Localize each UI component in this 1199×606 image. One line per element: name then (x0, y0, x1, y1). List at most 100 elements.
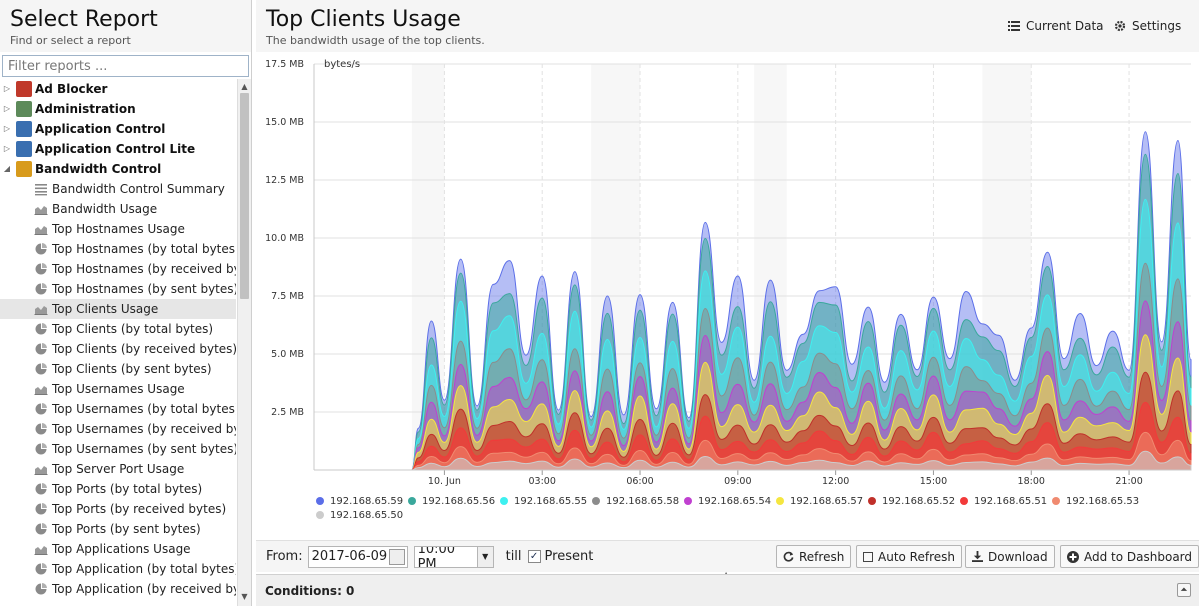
download-icon (972, 551, 983, 562)
from-date-field[interactable]: 2017-06-09 (307, 545, 408, 568)
report-item[interactable]: Top Ports (by sent bytes) (0, 519, 236, 539)
report-item-label: Top Application (by total bytes) (52, 562, 236, 576)
report-item-label: Top Clients (by received bytes) (52, 342, 236, 356)
report-subtitle: The bandwidth usage of the top clients. (266, 34, 485, 47)
filter-reports-input[interactable] (2, 55, 249, 77)
legend-dot-icon (316, 511, 324, 519)
legend-label: 192.168.65.51 (974, 495, 1048, 507)
collapsed-arrow-icon[interactable]: ▷ (3, 84, 11, 93)
legend-item[interactable]: 192.168.65.50 (316, 508, 408, 522)
report-item[interactable]: Top Clients Usage (0, 299, 236, 319)
report-item[interactable]: Top Clients (by received bytes) (0, 339, 236, 359)
legend-dot-icon (960, 497, 968, 505)
download-button[interactable]: Download (965, 545, 1055, 568)
report-tree-scrollbar[interactable]: ▲ ▼ (237, 79, 251, 606)
legend-dot-icon (500, 497, 508, 505)
category-row[interactable]: ▷ Application Control Lite (0, 139, 236, 159)
report-item[interactable]: Top Ports (by total bytes) (0, 479, 236, 499)
collapsed-arrow-icon[interactable]: ▷ (3, 144, 11, 153)
pie-chart-icon (35, 263, 47, 275)
report-item[interactable]: Top Application (by received bytes) (0, 579, 236, 599)
legend-item[interactable]: 192.168.65.57 (776, 494, 868, 508)
collapse-icon[interactable]: ⏶ (1177, 583, 1191, 597)
area-chart-icon (34, 386, 48, 395)
report-tree: ▷ Ad Blocker ▷ Administration ▷ Application C… (0, 79, 236, 606)
category-label: Application Control Lite (35, 142, 196, 156)
list-icon (1008, 21, 1020, 31)
from-time-field[interactable]: 10:00 PM ▼ (413, 545, 494, 568)
report-item-label: Top Clients (by sent bytes) (52, 362, 212, 376)
category-row[interactable]: ◢ Bandwidth Control (0, 159, 236, 179)
report-item[interactable]: Top Application (by total bytes) (0, 559, 236, 579)
current-data-button[interactable]: Current Data (1008, 19, 1104, 33)
present-checkbox[interactable]: ✓ (527, 550, 541, 563)
legend-item[interactable]: 192.168.65.55 (500, 494, 592, 508)
area-chart-icon (34, 226, 48, 235)
report-item[interactable]: Top Usernames (by received bytes) (0, 419, 236, 439)
series-area-192.168.65.50 (314, 450, 1192, 471)
x-tick-label: 21:00 (1115, 476, 1142, 487)
add-to-dashboard-button[interactable]: Add to Dashboard (1060, 545, 1199, 568)
scrollbar-thumb[interactable] (240, 93, 249, 299)
report-item[interactable]: Top Clients (by sent bytes) (0, 359, 236, 379)
report-item-label: Top Ports (by sent bytes) (52, 522, 201, 536)
chevron-down-icon[interactable]: ▼ (476, 546, 493, 567)
legend-item[interactable]: 192.168.65.54 (684, 494, 776, 508)
pie-chart-icon (35, 363, 47, 375)
report-item-label: Bandwidth Control Summary (52, 182, 225, 196)
category-label: Ad Blocker (35, 82, 108, 96)
settings-label: Settings (1132, 19, 1182, 33)
legend-item[interactable]: 192.168.65.52 (868, 494, 960, 508)
legend-item[interactable]: 192.168.65.58 (592, 494, 684, 508)
collapsed-arrow-icon[interactable]: ▷ (3, 124, 11, 133)
x-tick-label: 10. Jun (428, 476, 461, 487)
report-item[interactable]: Bandwidth Usage (0, 199, 236, 219)
legend-item[interactable]: 192.168.65.56 (408, 494, 500, 508)
report-item[interactable]: Top Usernames (by sent bytes) (0, 439, 236, 459)
category-row[interactable]: ▷ Administration (0, 99, 236, 119)
report-selector-subtitle: Find or select a report (10, 34, 131, 47)
report-item-label: Top Usernames (by total bytes) (52, 402, 236, 416)
report-item[interactable]: Top Usernames Usage (0, 379, 236, 399)
pie-chart-icon (35, 403, 47, 415)
settings-button[interactable]: Settings (1114, 19, 1181, 33)
pie-chart-icon (35, 523, 47, 535)
legend-item[interactable]: 192.168.65.59 (316, 494, 408, 508)
scroll-up-icon[interactable]: ▲ (241, 82, 248, 91)
y-tick-label: 17.5 MB (265, 59, 304, 70)
report-item[interactable]: Top Hostnames Usage (0, 219, 236, 239)
current-data-label: Current Data (1026, 19, 1104, 33)
report-item[interactable]: Top Usernames (by total bytes) (0, 399, 236, 419)
pie-chart-icon (35, 483, 47, 495)
area-chart-icon (34, 466, 48, 475)
legend-item[interactable]: 192.168.65.51 (960, 494, 1052, 508)
report-item[interactable]: Top Hostnames (by sent bytes) (0, 279, 236, 299)
usage-chart[interactable]: 2.5 MB 5.0 MB 7.5 MB 10.0 MB 12.5 MB 15.0 MB 1… (256, 52, 1199, 540)
legend-item[interactable]: 192.168.65.53 (1052, 494, 1144, 508)
scroll-down-icon[interactable]: ▼ (241, 592, 248, 601)
category-row[interactable]: ▷ Application Control (0, 119, 236, 139)
report-selector-title: Select Report (10, 7, 158, 32)
report-item[interactable]: Top Ports (by received bytes) (0, 499, 236, 519)
pie-chart-icon (35, 243, 47, 255)
collapsed-arrow-icon[interactable]: ▷ (3, 104, 11, 113)
category-label: Bandwidth Control (35, 162, 162, 176)
present-label: Present (544, 549, 594, 564)
auto-refresh-button[interactable]: Auto Refresh (856, 545, 962, 568)
conditions-bar[interactable]: Conditions: 0 ⏶ (256, 574, 1199, 606)
plus-circle-icon (1067, 550, 1079, 563)
square-icon (863, 551, 873, 562)
expanded-arrow-icon[interactable]: ◢ (3, 164, 11, 173)
calendar-icon[interactable] (388, 548, 405, 565)
report-item[interactable]: Bandwidth Control Summary (0, 179, 236, 199)
report-item[interactable]: Top Hostnames (by received byte... (0, 259, 236, 279)
usage-chart-svg[interactable]: 2.5 MB 5.0 MB 7.5 MB 10.0 MB 12.5 MB 15.0 MB 1… (256, 52, 1199, 492)
pie-chart-icon (35, 443, 47, 455)
refresh-button[interactable]: Refresh (776, 545, 852, 568)
report-item[interactable]: Top Server Port Usage (0, 459, 236, 479)
report-item-label: Top Clients Usage (52, 302, 159, 316)
category-row[interactable]: ▷ Ad Blocker (0, 79, 236, 99)
report-item[interactable]: Top Hostnames (by total bytes) (0, 239, 236, 259)
report-item[interactable]: Top Applications Usage (0, 539, 236, 559)
report-item[interactable]: Top Clients (by total bytes) (0, 319, 236, 339)
